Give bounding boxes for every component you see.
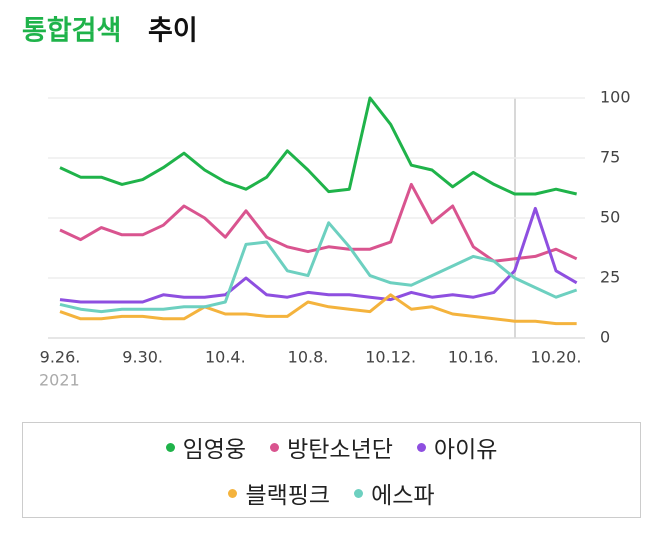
legend-label: 블랙핑크 [245,483,331,509]
x-tick-label: 9.26. [40,348,81,367]
y-tick-label: 25 [600,268,620,287]
series-line [59,221,578,314]
legend-swatch [270,442,280,452]
legend-label: 아이유 [433,437,498,463]
series-line [59,293,577,326]
x-tick-label: 10.12. [365,348,416,367]
title-highlight: 통합검색 [22,16,121,47]
x-tick-label: 10.20. [531,348,582,367]
x-tick-label: 10.16. [448,348,499,367]
x-tick-label: 9.30. [122,348,163,367]
chart: 통합검색 추이 2021 0 25 50 75 100 9.26. 9.30. 10.4. 10… [22,16,631,390]
legend-swatch [416,442,426,452]
title: 추이 [148,16,198,47]
legend-swatch [228,488,238,498]
legend-label: 임영웅 [182,437,247,463]
y-tick-label: 50 [600,208,620,227]
legend-label: 방탄소년단 [287,437,393,463]
y-tick-label: 100 [600,88,631,107]
legend-item: 에스파 [354,476,435,510]
x-tick-label: 10.4. [205,348,246,367]
legend-item: 아이유 [416,430,498,464]
legend-item: 임영웅 [165,430,247,464]
legend-swatch [354,488,364,498]
series-line [59,96,578,196]
legend-item: 방탄소년단 [270,430,393,464]
x-tick-label: 10.8. [288,348,329,367]
year-label: 2021 [39,371,80,390]
y-tick-label: 75 [600,148,620,167]
legend-item: 블랙핑크 [228,476,330,510]
legend-label: 에스파 [371,483,435,509]
y-tick-label: 0 [600,328,610,347]
legend-swatch [165,442,175,452]
series-line [59,206,578,304]
